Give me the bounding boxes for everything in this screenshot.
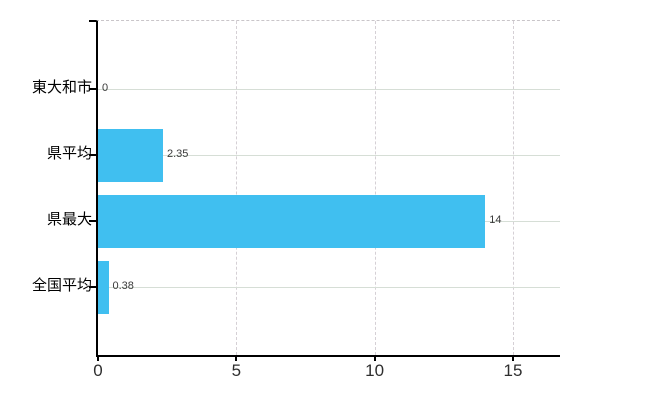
vertical-gridline — [236, 21, 238, 355]
bar-value-label: 0 — [102, 82, 109, 94]
plot-area: 0 2.35 14 0.38 — [96, 20, 560, 357]
vertical-gridline — [374, 21, 376, 355]
horizontal-gridline — [98, 155, 560, 156]
category-label: 全国平均 — [31, 277, 92, 294]
x-axis-tick-label: 10 — [365, 361, 385, 380]
horizontal-gridline — [98, 287, 560, 288]
x-axis-tick-label: 5 — [231, 361, 242, 380]
bar-value-label: 2.35 — [167, 148, 189, 160]
x-axis-tick — [511, 356, 514, 361]
x-axis-tick-label: 0 — [93, 361, 103, 380]
x-axis-tick — [97, 356, 99, 361]
bar-value-label: 14 — [489, 214, 502, 226]
y-axis-tick — [89, 154, 96, 156]
category-label: 県平均 — [46, 145, 92, 162]
category-label: 東大和市 — [31, 79, 92, 96]
y-axis-tick — [89, 20, 96, 22]
bar — [98, 195, 486, 248]
x-axis-tick — [373, 356, 376, 361]
y-axis-tick — [89, 88, 96, 90]
y-axis-tick — [89, 286, 96, 288]
x-axis-tick-label: 15 — [503, 361, 523, 380]
horizontal-gridline — [98, 89, 560, 90]
vertical-gridline — [512, 21, 514, 355]
bar-value-label: 0.38 — [112, 280, 134, 292]
category-label: 県最大 — [46, 211, 92, 228]
bar — [98, 261, 109, 314]
bar — [98, 129, 163, 182]
x-axis-tick — [235, 356, 238, 361]
y-axis-tick — [89, 220, 96, 222]
